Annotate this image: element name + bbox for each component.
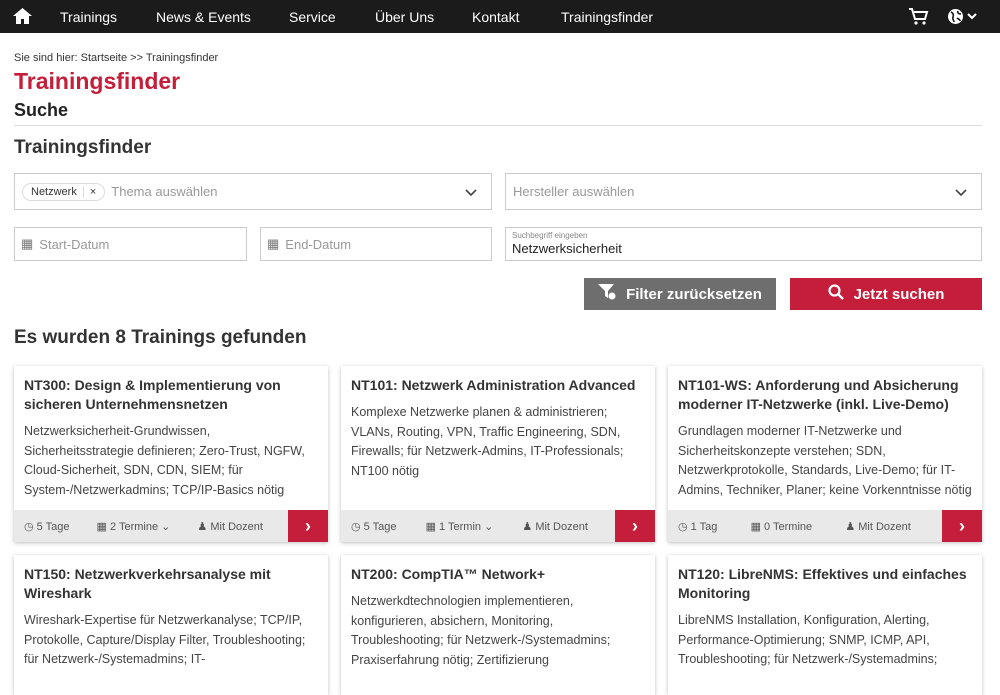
nav-news-events[interactable]: News & Events <box>156 9 251 25</box>
vendor-select[interactable]: Hersteller auswählen <box>505 173 982 210</box>
card-description: Wireshark-Expertise für Netzwerkanalyse;… <box>24 613 306 666</box>
top-nav: Trainings News & Events Service Über Uns… <box>0 0 1000 33</box>
chevron-right-icon: › <box>959 515 965 536</box>
calendar-icon: ▦ <box>21 236 34 251</box>
chevron-right-icon: › <box>304 515 311 536</box>
home-icon[interactable] <box>13 8 32 27</box>
results-heading: Es wurden 8 Trainings gefunden <box>14 327 307 348</box>
clock-icon: ◷ <box>678 520 688 533</box>
cart-icon[interactable] <box>909 8 929 28</box>
page-subtitle: Suche <box>14 100 69 120</box>
start-date-placeholder: Start-Datum <box>39 236 110 252</box>
search-term-label: Suchbegriff eingeben <box>512 231 588 240</box>
card-title[interactable]: NT200: CompTIA™ Network+ <box>351 566 546 582</box>
trainer-label: Mit Dozent <box>858 520 911 533</box>
dates-label: 0 Termine <box>764 520 813 533</box>
dates-label: 1 Termin <box>439 520 482 533</box>
divider <box>14 125 982 126</box>
card-footer: ◷ 5 Tage ▦ 2 Termine ⌄ ♟ Mit Dozent › <box>14 510 328 542</box>
open-training-button[interactable]: › <box>614 510 655 542</box>
card-description: LibreNMS Installation, Konfiguration, Al… <box>678 613 938 666</box>
search-term-value: Netzwerksicherheit <box>512 241 622 256</box>
topic-select[interactable]: Netzwerk × Thema auswählen <box>14 173 492 210</box>
duration-label: 1 Tag <box>690 520 718 533</box>
section-title: Trainingsfinder <box>14 137 152 158</box>
trainer-label: Mit Dozent <box>535 520 588 533</box>
card-description: Grundlagen moderner IT-Netzwerke und Sic… <box>678 424 972 497</box>
dates-dropdown[interactable]: ▦ 2 Termine ⌄ <box>97 520 171 533</box>
trainer-icon: ♟ <box>522 520 533 533</box>
trainer-info: ♟ Mit Dozent <box>197 520 263 533</box>
topic-chip-label: Netzwerk <box>31 185 77 198</box>
reset-filter-button[interactable]: Filter zurücksetzen <box>584 278 776 310</box>
calendar-icon: ▦ <box>425 520 436 533</box>
topic-placeholder: Thema auswählen <box>111 184 218 199</box>
duration-label: 5 Tage <box>363 520 397 533</box>
card-title[interactable]: NT300: Design & Implementierung von sich… <box>24 377 281 412</box>
chevron-down-icon <box>465 185 477 200</box>
card-footer: ◷ 5 Tage ▦ 1 Termin ⌄ ♟ Mit Dozent › <box>341 510 655 542</box>
trainer-info: ♟ Mit Dozent <box>845 520 911 533</box>
page-title: Trainingsfinder <box>14 68 181 94</box>
calendar-icon: ▦ <box>96 520 107 533</box>
chevron-right-icon: › <box>631 515 638 536</box>
card-title[interactable]: NT150: Netzwerkverkehrsanalyse mit Wires… <box>24 566 271 601</box>
training-card[interactable]: NT120: LibreNMS: Effektives und einfache… <box>668 555 982 695</box>
vendor-placeholder: Hersteller auswählen <box>513 184 635 199</box>
trainer-icon: ♟ <box>197 520 208 533</box>
dates-label: 2 Termine <box>110 520 159 533</box>
remove-chip-icon[interactable]: × <box>82 185 96 198</box>
nav-service[interactable]: Service <box>289 9 336 25</box>
card-title[interactable]: NT120: LibreNMS: Effektives und einfache… <box>678 566 967 601</box>
search-term-input[interactable]: Suchbegriff eingeben Netzwerksicherheit <box>505 227 982 261</box>
search-button-label: Jetzt suchen <box>853 285 945 303</box>
card-footer: ◷ 1 Tag ▦ 0 Termine ♟ Mit Dozent › <box>668 510 982 542</box>
training-card[interactable]: NT101-WS: Anforderung und Absicherung mo… <box>668 366 982 542</box>
open-training-button[interactable]: › <box>287 510 328 542</box>
calendar-icon: ▦ <box>750 520 761 533</box>
training-card[interactable]: NT101: Netzwerk Administration Advanced K… <box>341 366 655 542</box>
duration: ◷ 1 Tag <box>678 520 717 533</box>
calendar-icon: ▦ <box>267 236 280 251</box>
card-description: Netzwerkdtechnologien implementieren, ko… <box>351 594 611 667</box>
nav-ueber-uns[interactable]: Über Uns <box>375 9 435 25</box>
start-date-input[interactable]: ▦ Start-Datum <box>14 227 247 261</box>
training-card[interactable]: NT200: CompTIA™ Network+ Netzwerkdtechnol… <box>341 555 655 695</box>
chevron-down-icon: ⌄ <box>161 520 171 533</box>
search-icon <box>827 284 844 304</box>
training-card[interactable]: NT300: Design & Implementierung von sich… <box>14 366 328 542</box>
training-card[interactable]: NT150: Netzwerkverkehrsanalyse mit Wires… <box>14 555 328 695</box>
card-description: Komplexe Netzwerke planen & administrier… <box>351 405 624 478</box>
trainer-info: ♟ Mit Dozent <box>522 520 588 533</box>
nav-trainingsfinder[interactable]: Trainingsfinder <box>561 9 654 25</box>
dates-dropdown[interactable]: ▦ 0 Termine <box>751 520 813 533</box>
card-description: Netzwerksicherheit-Grundwissen, Sicherhe… <box>24 424 305 497</box>
card-title[interactable]: NT101-WS: Anforderung und Absicherung mo… <box>678 377 959 412</box>
duration: ◷ 5 Tage <box>24 520 70 533</box>
clock-icon: ◷ <box>24 520 34 533</box>
nav-kontakt[interactable]: Kontakt <box>472 9 520 25</box>
reset-filter-label: Filter zurücksetzen <box>626 285 762 303</box>
chevron-down-icon <box>955 185 967 200</box>
breadcrumb: Sie sind hier: Startseite >> Trainingsfi… <box>14 52 219 64</box>
end-date-input[interactable]: ▦ End-Datum <box>260 227 492 261</box>
topic-chip: Netzwerk × <box>22 182 106 201</box>
trainer-icon: ♟ <box>845 520 856 533</box>
chevron-down-icon: ⌄ <box>484 520 494 533</box>
clock-icon: ◷ <box>351 520 361 533</box>
filter-reset-icon <box>598 284 616 304</box>
open-training-button[interactable]: › <box>942 510 982 542</box>
dates-dropdown[interactable]: ▦ 1 Termin ⌄ <box>426 520 494 533</box>
duration-label: 5 Tage <box>36 520 70 533</box>
results-grid: NT300: Design & Implementierung von sich… <box>14 366 982 695</box>
card-title[interactable]: NT101: Netzwerk Administration Advanced <box>351 377 636 393</box>
end-date-placeholder: End-Datum <box>285 236 352 252</box>
nav-trainings[interactable]: Trainings <box>60 9 118 25</box>
duration: ◷ 5 Tage <box>351 520 397 533</box>
trainer-label: Mit Dozent <box>210 520 263 533</box>
search-button[interactable]: Jetzt suchen <box>790 278 982 310</box>
language-globe-icon[interactable] <box>947 8 977 25</box>
